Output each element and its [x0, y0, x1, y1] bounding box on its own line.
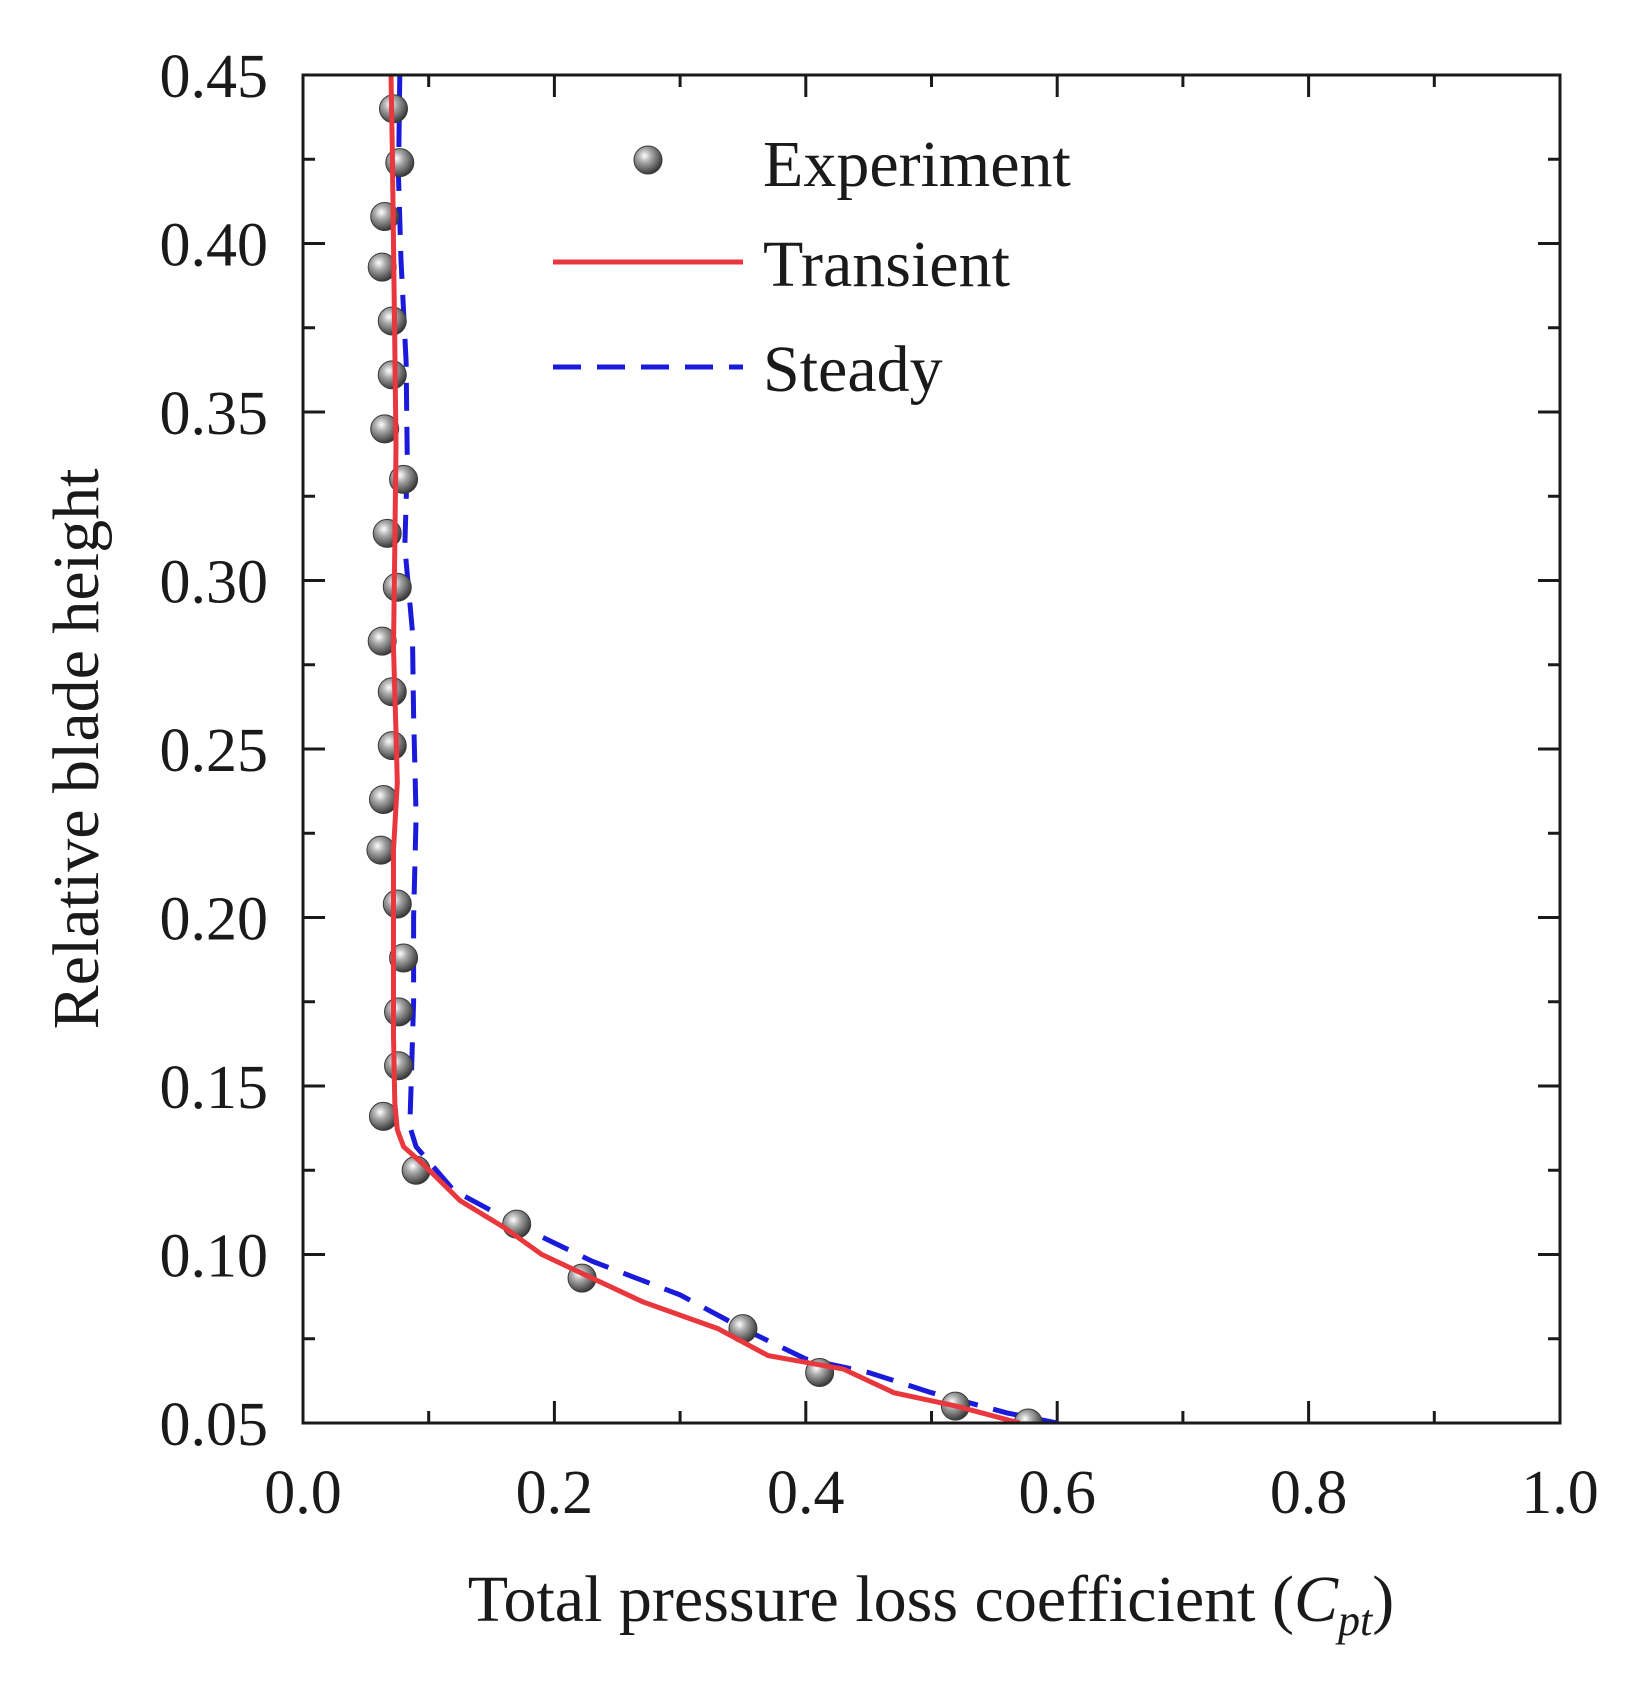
series-transient-line [388, 75, 1021, 1423]
legend-marker-experiment [633, 145, 663, 175]
y-tick-label: 0.30 [160, 549, 269, 617]
x-tick-label: 0.8 [1270, 1459, 1348, 1527]
experiment-point [368, 785, 398, 815]
tick-labels: 0.0 0.2 0.4 0.6 0.8 1.0 0.05 0.10 0.15 0.20 0.25 0.… [160, 43, 1599, 1527]
plot-series [366, 75, 1058, 1423]
y-tick-label: 0.45 [160, 43, 269, 111]
experiment-point [1013, 1408, 1043, 1423]
x-tick-label: 0.4 [767, 1459, 845, 1527]
y-tick-label: 0.35 [160, 380, 269, 448]
y-tick-label: 0.20 [160, 886, 269, 954]
y-tick-label: 0.40 [160, 212, 269, 280]
y-tick-label: 0.25 [160, 717, 269, 785]
plot-frame [301, 73, 1562, 1425]
experiment-point [382, 889, 412, 919]
x-tick-label: 0.6 [1018, 1459, 1096, 1527]
experiment-point [366, 835, 396, 865]
y-axis-label: Relative blade height [40, 469, 113, 1030]
experiment-point [367, 626, 397, 656]
experiment-point [370, 414, 400, 444]
x-tick-label: 0.0 [264, 1459, 342, 1527]
experiment-point [384, 1051, 414, 1081]
legend-label-steady: Steady [763, 333, 943, 406]
y-tick-label: 0.15 [160, 1054, 269, 1122]
x-tick-label: 0.2 [516, 1459, 594, 1527]
experiment-point [377, 360, 407, 390]
experiment-point [382, 572, 412, 602]
experiment-point [389, 943, 419, 973]
legend: Experiment Transient Steady [553, 128, 1071, 406]
series-steady-line [395, 75, 1058, 1423]
legend-label-experiment: Experiment [763, 128, 1071, 201]
experiment-point [377, 731, 407, 761]
x-axis-label: Total pressure loss coefficient (Cpt) [468, 1563, 1394, 1645]
legend-label-transient: Transient [763, 228, 1010, 301]
y-tick-label: 0.10 [160, 1223, 269, 1291]
legend-marker-ball [633, 145, 663, 175]
x-tick-label: 1.0 [1521, 1459, 1599, 1527]
experiment-point [384, 997, 414, 1027]
y-tick-label: 0.05 [160, 1391, 269, 1459]
